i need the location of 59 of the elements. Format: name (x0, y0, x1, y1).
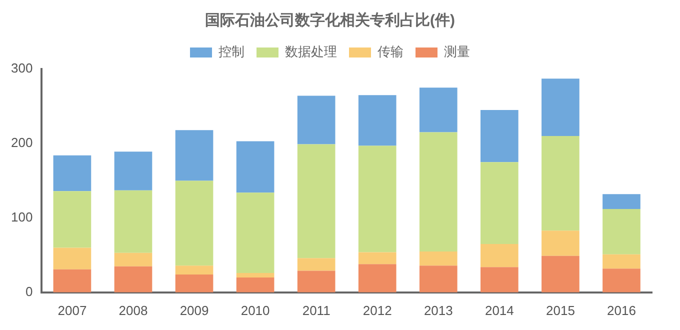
bar (542, 256, 580, 292)
bar (175, 130, 214, 181)
bar (542, 78, 580, 136)
bar (602, 254, 640, 269)
legend-label: 传输 (378, 44, 404, 60)
bar (236, 192, 274, 274)
bar (114, 252, 152, 266)
legend-label: 测量 (444, 44, 470, 60)
x-tick-label: 2013 (424, 302, 453, 318)
bar (175, 266, 214, 275)
bar (419, 88, 458, 132)
x-tick-label: 2012 (362, 302, 392, 318)
chart-title: 国际石油公司数字化相关专利占比(件) (205, 11, 455, 30)
bar (53, 269, 92, 292)
bar (297, 96, 336, 144)
bar (419, 266, 458, 292)
legend-label: 数据处理 (285, 44, 337, 60)
bar (480, 110, 518, 162)
x-tick-label: 2009 (180, 302, 209, 318)
x-tick-label: 2008 (118, 302, 148, 318)
bar (480, 244, 518, 268)
y-tick-label: 0 (25, 284, 33, 299)
legend-label: 控制 (218, 44, 244, 60)
y-tick-label: 200 (10, 135, 33, 150)
bar (53, 248, 92, 270)
bar (602, 194, 640, 209)
bar (297, 258, 336, 271)
y-tick-label: 300 (10, 60, 33, 76)
bar (297, 144, 336, 258)
bar (419, 132, 458, 252)
bar (542, 136, 580, 231)
bar (542, 230, 580, 256)
bar (114, 152, 152, 190)
bar (358, 252, 396, 264)
x-tick-label: 2010 (240, 302, 270, 318)
x-tick-label: 2016 (607, 302, 636, 318)
x-tick-label: 2011 (302, 302, 330, 318)
x-tick-label: 2014 (484, 302, 514, 318)
bar (175, 180, 214, 266)
bar (114, 190, 152, 253)
y-tick-label: 100 (10, 210, 33, 225)
bar (53, 191, 92, 248)
bar (236, 273, 274, 278)
bar (236, 141, 274, 193)
bar (297, 270, 336, 292)
bar (358, 264, 396, 292)
bar (114, 266, 152, 292)
bar (602, 209, 640, 254)
x-tick-label: 2007 (58, 302, 87, 318)
bar (480, 267, 518, 292)
bar (236, 278, 274, 292)
bar (53, 155, 92, 192)
bar (358, 146, 396, 252)
bar (480, 162, 518, 244)
bar (602, 268, 640, 292)
x-tick-label: 2015 (546, 302, 575, 318)
bar (175, 274, 214, 292)
bar (419, 251, 458, 266)
bar (358, 95, 396, 146)
